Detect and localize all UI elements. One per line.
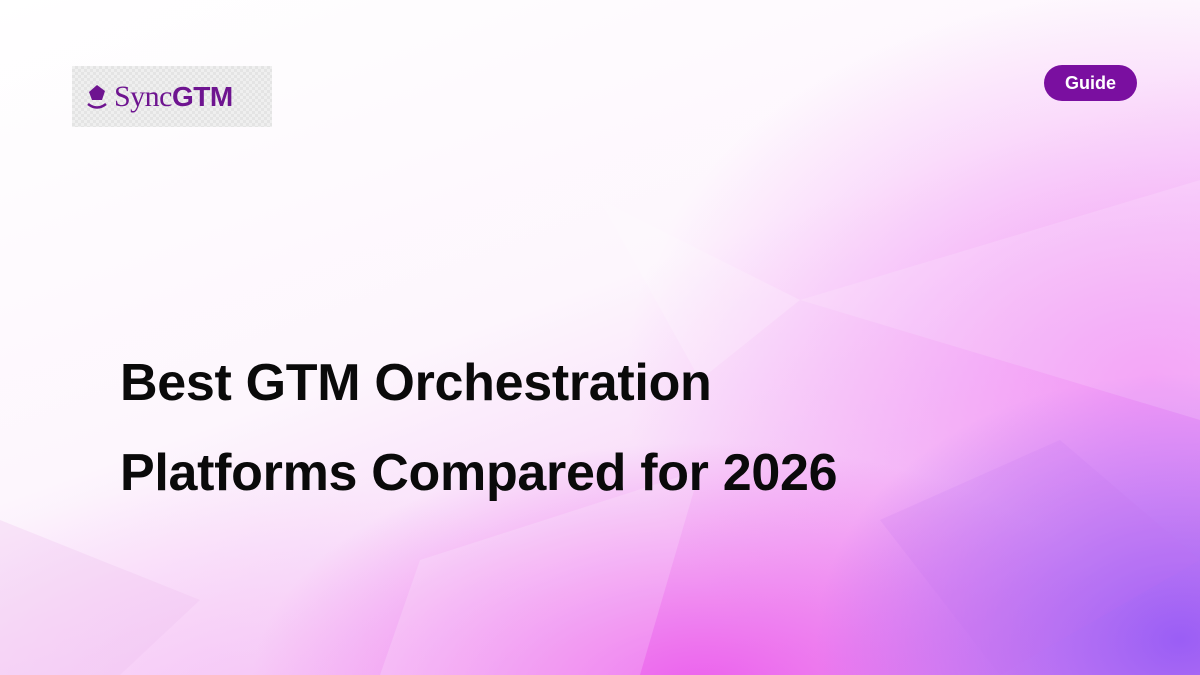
title-line-1: Best GTM Orchestration	[120, 354, 712, 412]
logo-text: SyncGTM	[114, 79, 233, 113]
title-line-2: Platforms Compared for 2026	[120, 444, 838, 502]
page-title: Best GTM Orchestration Platforms Compare…	[120, 338, 838, 518]
synctgm-logo: SyncGTM	[72, 66, 272, 127]
guide-badge: Guide	[1044, 65, 1137, 101]
logo-mark-icon	[87, 84, 107, 109]
